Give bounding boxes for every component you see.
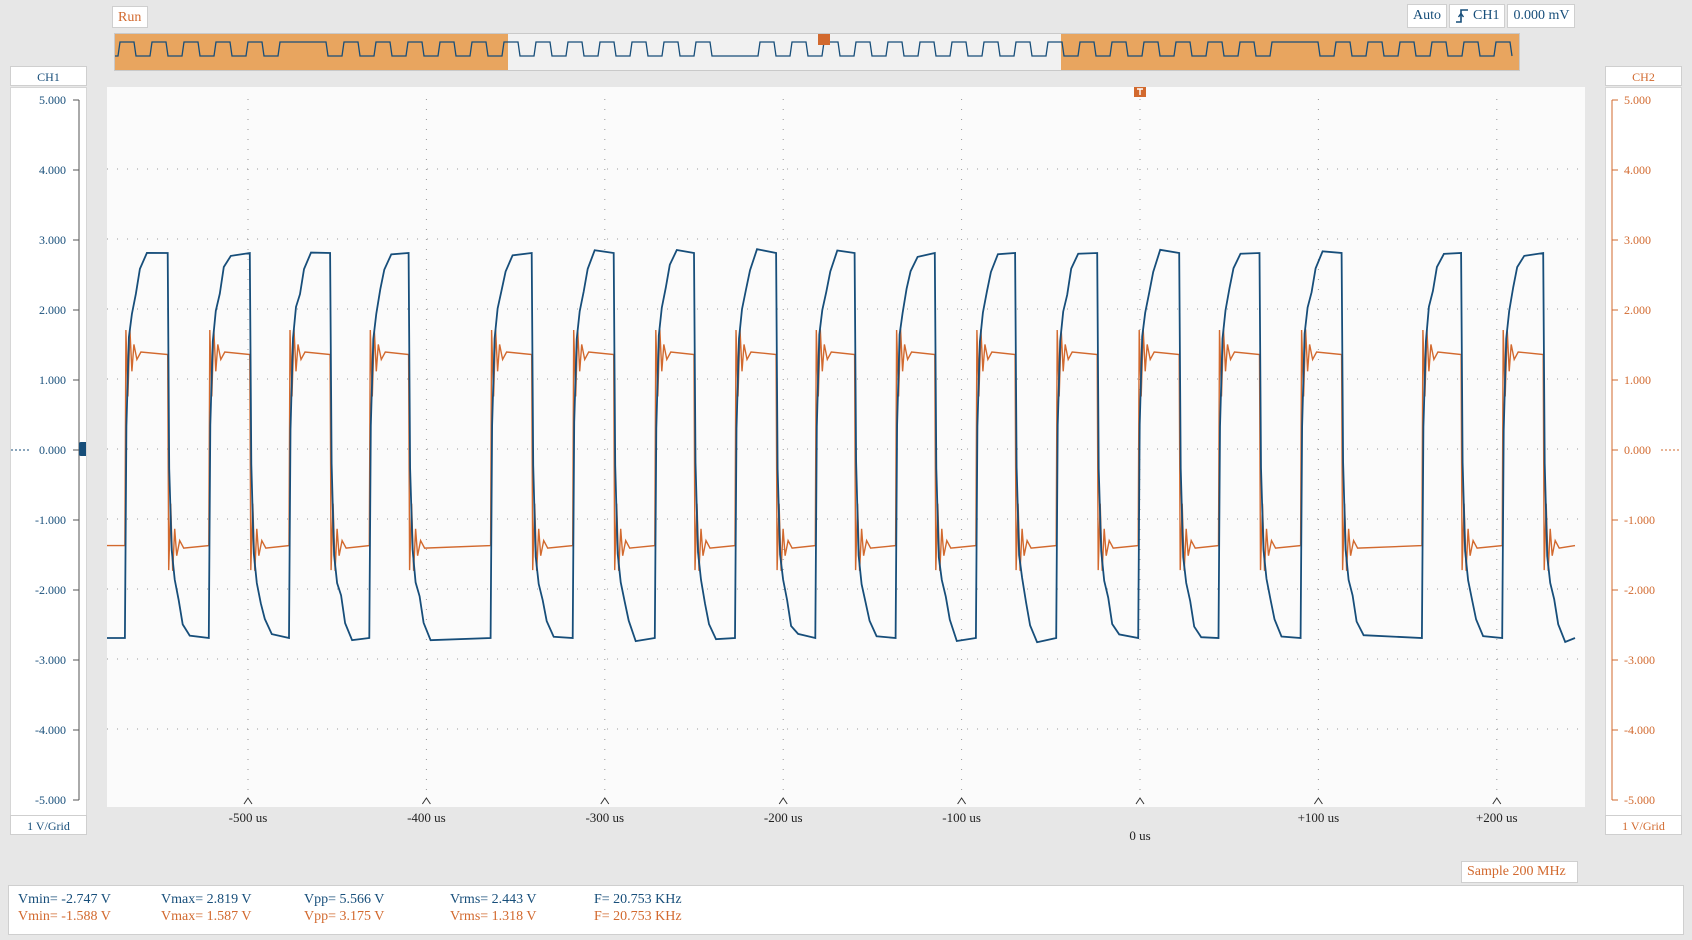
ch1-axis-strip[interactable]: 5.000 4.000 3.000 2.000 1.000 0.000 -1.000 -2.0…: [10, 87, 91, 835]
right-y-tick-label: 1.000: [1624, 373, 1651, 387]
trigger-settings: Auto CH1 0.000 mV: [1407, 4, 1576, 28]
sample-rate-label[interactable]: Sample 200 MHz: [1461, 861, 1578, 883]
waveform-display[interactable]: [107, 87, 1585, 807]
time-tick-label: +100 us: [1298, 810, 1340, 825]
overview-waveform: [115, 34, 1519, 70]
ch1-scale-label[interactable]: 1 V/Grid: [10, 815, 87, 835]
measurements-panel: Vmin= -2.747 V Vmax= 2.819 V Vpp= 5.566 …: [8, 885, 1684, 935]
ch2-label[interactable]: CH2: [1605, 66, 1682, 86]
right-y-tick-label: 5.000: [1624, 93, 1651, 107]
overview-left-region: [115, 34, 508, 70]
ch1-vpp: Vpp= 5.566 V: [304, 892, 385, 907]
ch1-y-axis: 5.000 4.000 3.000 2.000 1.000 0.000 -1.000 -2.0…: [11, 93, 91, 807]
time-tick-label: +200 us: [1476, 810, 1518, 825]
right-y-tick-label: -3.000: [1624, 653, 1655, 667]
left-y-tick-label: -5.000: [35, 793, 66, 807]
left-y-tick-label: -1.000: [35, 513, 66, 527]
trigger-level-field[interactable]: 0.000 mV: [1507, 4, 1576, 28]
overview-right-region: [1061, 34, 1519, 70]
time-tick-marker: [1135, 797, 1145, 805]
time-tick-marker: [778, 797, 788, 805]
overview-trigger-marker: [818, 34, 830, 45]
time-tick-marker: [243, 797, 253, 805]
time-axis: -500 us -400 us -300 us -200 us -100 us 0 us +…: [229, 810, 1518, 843]
left-y-tick-label: -3.000: [35, 653, 66, 667]
left-y-tick-label: 5.000: [39, 93, 66, 107]
ch2-y-axis: 5.000 4.000 3.000 2.000 1.000 0.000 -1.000 -2.0…: [1611, 93, 1681, 807]
left-y-tick-label: -2.000: [35, 583, 66, 597]
trigger-mode-button[interactable]: Auto: [1407, 4, 1447, 28]
trigger-position-marker: [1134, 87, 1146, 97]
right-y-tick-label: 3.000: [1624, 233, 1651, 247]
left-y-tick-label: 1.000: [39, 373, 66, 387]
time-tick-marker: [421, 797, 431, 805]
right-y-tick-label: -2.000: [1624, 583, 1655, 597]
waveform-plot: [107, 87, 1585, 805]
ch2-axis-strip[interactable]: 5.000 4.000 3.000 2.000 1.000 0.000 -1.000 -2.0…: [1605, 87, 1682, 835]
right-y-tick-label: -1.000: [1624, 513, 1655, 527]
time-tick-label: 0 us: [1129, 828, 1150, 843]
right-y-tick-label: 0.000: [1624, 443, 1651, 457]
ch2-vpp: Vpp= 3.175 V: [304, 909, 385, 924]
left-y-tick-label: 2.000: [39, 303, 66, 317]
ch1-offset-marker: [79, 442, 91, 456]
ch1-frequency: F= 20.753 KHz: [594, 892, 682, 907]
right-y-tick-label: 4.000: [1624, 163, 1651, 177]
ch2-vmin: Vmin= -1.588 V: [18, 909, 111, 924]
ch2-vrms: Vrms= 1.318 V: [450, 909, 537, 924]
time-tick-label: -500 us: [229, 810, 268, 825]
ch1-vmax: Vmax= 2.819 V: [161, 892, 252, 907]
ch1-label[interactable]: CH1: [10, 66, 87, 86]
right-y-tick-label: 2.000: [1624, 303, 1651, 317]
ch2-waveform: [107, 329, 1576, 571]
trigger-source-label: CH1: [1473, 8, 1500, 23]
left-y-tick-label: 3.000: [39, 233, 66, 247]
grid: [107, 99, 1585, 805]
left-y-tick-label: 0.000: [39, 443, 66, 457]
overview-trace: [115, 41, 1513, 57]
ch2-frequency: F= 20.753 KHz: [594, 909, 682, 924]
ch1-vmin: Vmin= -2.747 V: [18, 892, 111, 907]
time-tick-marker: [600, 797, 610, 805]
time-tick-label: -100 us: [942, 810, 981, 825]
left-y-tick-label: -4.000: [35, 723, 66, 737]
left-y-tick-label: 4.000: [39, 163, 66, 177]
run-status-label[interactable]: Run: [112, 6, 148, 28]
ch1-vrms: Vrms= 2.443 V: [450, 892, 537, 907]
ch1-waveform: [107, 248, 1576, 644]
ch2-scale-label[interactable]: 1 V/Grid: [1605, 815, 1682, 835]
time-tick-marker: [1492, 797, 1502, 805]
ch2-vmax: Vmax= 1.587 V: [161, 909, 252, 924]
overview-visible-window: [508, 34, 1061, 70]
time-tick-label: -400 us: [407, 810, 446, 825]
waveform-overview-strip[interactable]: [114, 33, 1520, 71]
right-y-tick-label: -5.000: [1624, 793, 1655, 807]
trigger-source-button[interactable]: CH1: [1449, 4, 1506, 28]
time-tick-label: -200 us: [764, 810, 803, 825]
time-tick-label: -300 us: [585, 810, 624, 825]
rising-edge-icon: [1456, 9, 1468, 23]
time-tick-marker: [1313, 797, 1323, 805]
right-y-tick-label: -4.000: [1624, 723, 1655, 737]
time-tick-marker: [957, 797, 967, 805]
